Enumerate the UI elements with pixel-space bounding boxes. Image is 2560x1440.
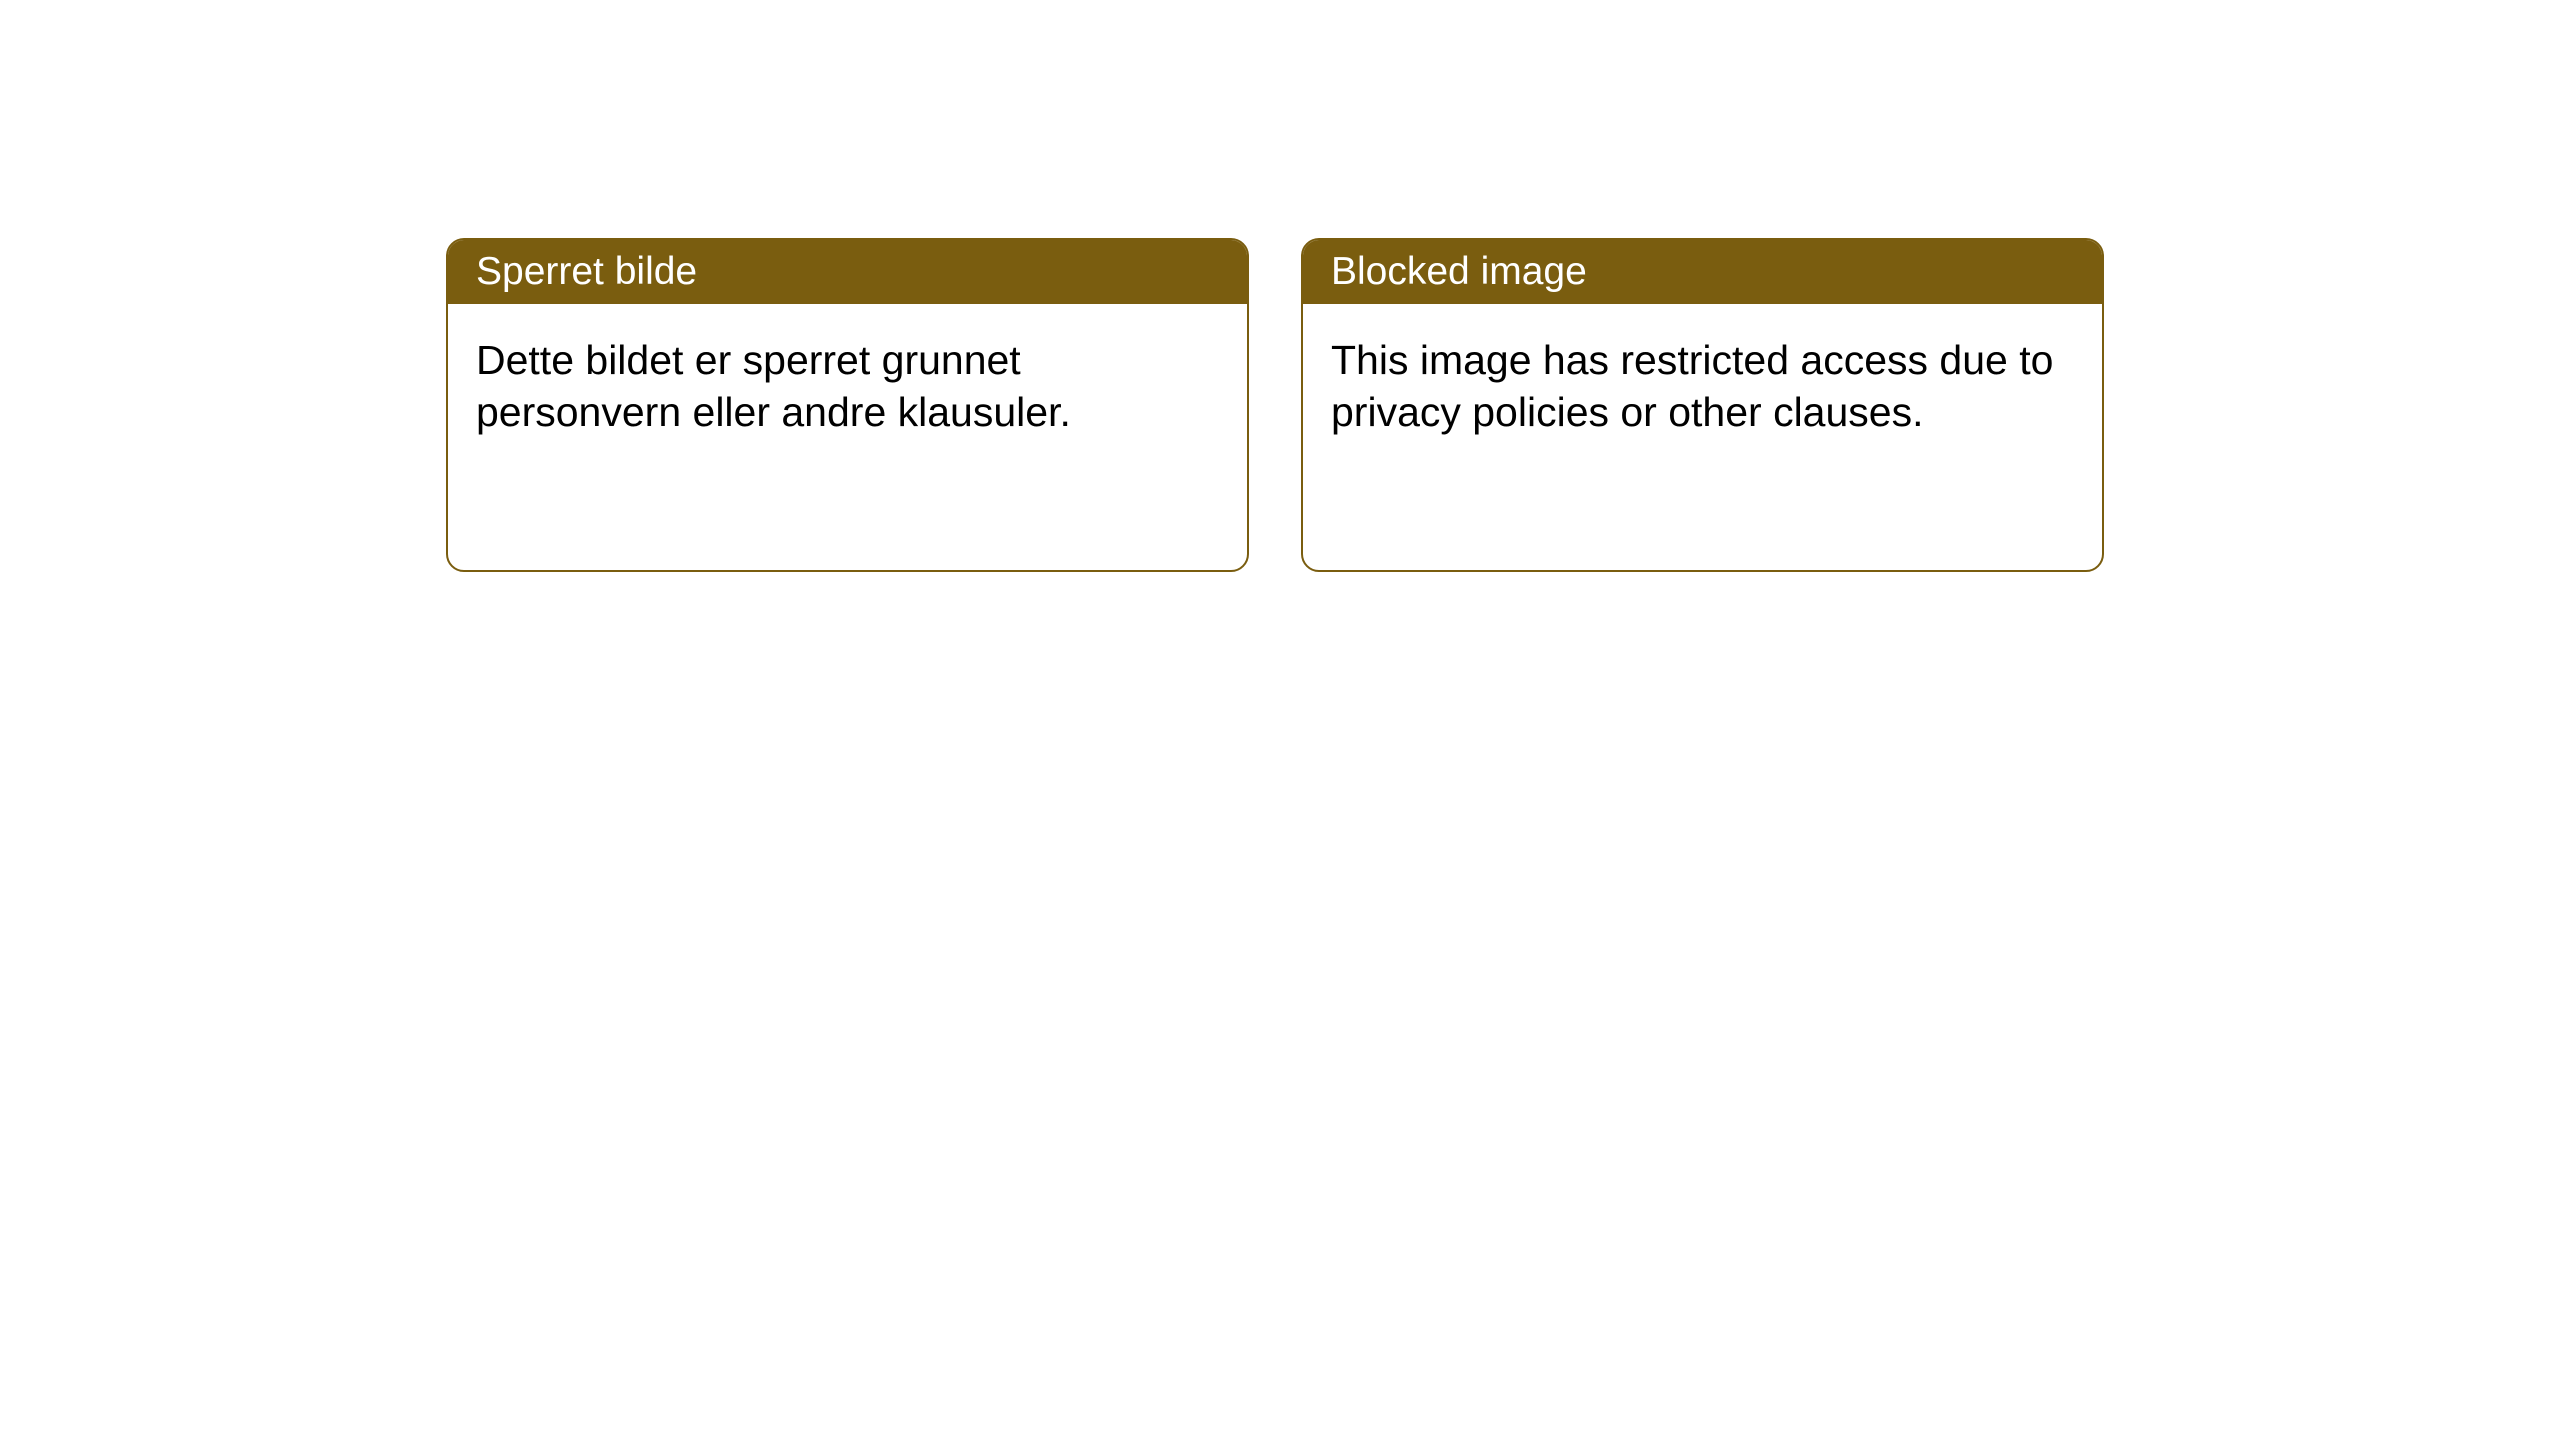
card-body: This image has restricted access due to … xyxy=(1303,304,2102,468)
notice-cards-container: Sperret bilde Dette bildet er sperret gr… xyxy=(0,0,2560,572)
card-body: Dette bildet er sperret grunnet personve… xyxy=(448,304,1247,468)
card-header: Blocked image xyxy=(1303,240,2102,304)
notice-card-english: Blocked image This image has restricted … xyxy=(1301,238,2104,572)
card-header: Sperret bilde xyxy=(448,240,1247,304)
notice-card-norwegian: Sperret bilde Dette bildet er sperret gr… xyxy=(446,238,1249,572)
card-title: Blocked image xyxy=(1331,250,1587,293)
card-title: Sperret bilde xyxy=(476,250,697,293)
card-body-text: Dette bildet er sperret grunnet personve… xyxy=(476,337,1071,435)
card-body-text: This image has restricted access due to … xyxy=(1331,337,2053,435)
